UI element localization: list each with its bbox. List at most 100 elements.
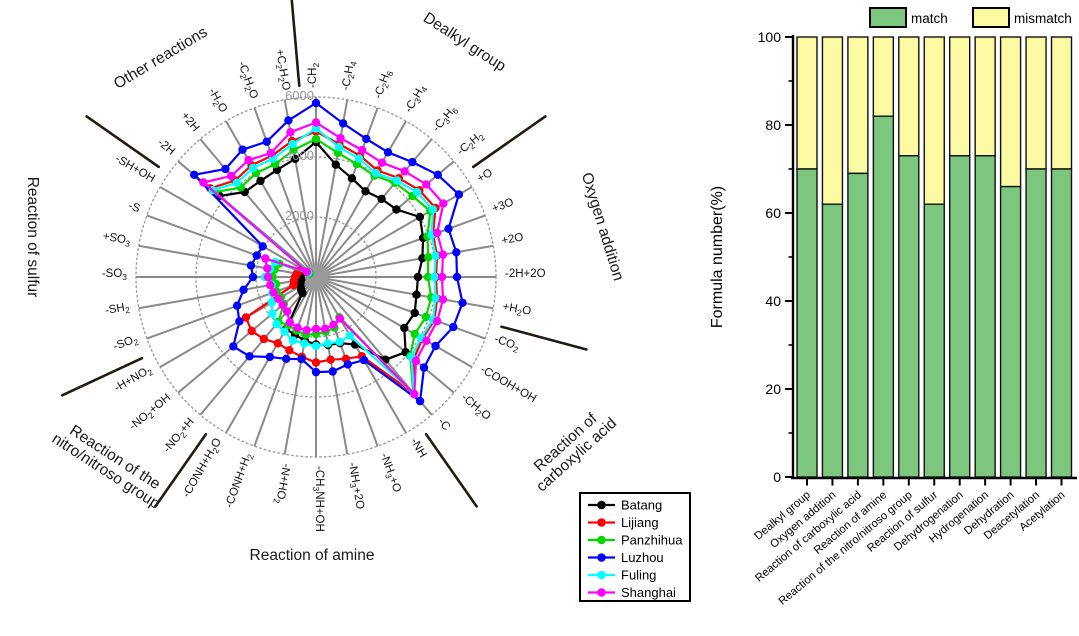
group-separator-line	[60, 356, 144, 397]
spoke-line	[283, 276, 317, 455]
marker	[256, 176, 265, 186]
marker	[326, 355, 335, 364]
marker	[311, 367, 321, 377]
axis-label-c: -C	[435, 416, 452, 433]
marker	[266, 148, 276, 158]
marker	[248, 163, 258, 173]
match-segment	[821, 203, 844, 478]
bar-legend-item-mismatch: mismatch	[972, 7, 1072, 28]
marker	[241, 313, 251, 322]
marker	[328, 367, 337, 376]
y-axis-title: Formula number(%)	[709, 186, 726, 328]
spoke-line	[315, 214, 486, 278]
radar-series-shanghai	[199, 118, 448, 399]
group-label-oxygen-addition: Oxygen addition	[578, 171, 627, 283]
axis-label-h2o: -H2O	[204, 86, 229, 115]
marker	[424, 253, 433, 262]
r-tick-label: 2000	[285, 208, 314, 223]
marker	[265, 352, 274, 362]
marker	[311, 134, 321, 144]
radar-r-tick-labels: 2000 4000 6000	[285, 88, 314, 223]
legend-label: match	[911, 11, 948, 26]
legend-marker	[597, 588, 606, 597]
marker	[422, 336, 431, 345]
axis-label-so3: -SO3	[102, 268, 127, 282]
spoke-line	[315, 160, 455, 278]
marker	[311, 118, 321, 127]
axis-label-coohoh: -COOH+OH	[478, 364, 538, 406]
marker	[430, 272, 439, 282]
spoke-line	[138, 244, 317, 278]
marker	[431, 251, 440, 261]
marker	[272, 319, 281, 329]
marker	[273, 339, 282, 348]
spoke-line	[315, 276, 473, 368]
marker	[263, 272, 273, 282]
radar-series-luzhou	[190, 98, 467, 406]
marker	[311, 358, 321, 367]
mismatch-segment	[1025, 36, 1047, 170]
bar-chart-panel: 0 20 40 60 80 100 Formula number(%) Dealkyl gro…	[700, 0, 1079, 636]
marker	[288, 336, 298, 345]
match-segment	[796, 168, 818, 478]
group-separator-line	[424, 432, 478, 508]
group-separator-line	[85, 115, 161, 169]
marker	[438, 250, 448, 259]
marker	[392, 205, 401, 214]
axis-label-nh3o: -NH3+O	[376, 452, 403, 495]
legend-item-fuling: Fuling	[588, 568, 656, 583]
spoke-line	[138, 276, 317, 310]
y-tick-label: 0	[773, 469, 781, 485]
marker	[371, 168, 381, 178]
group-label-reaction-of-amine: Reaction of amine	[250, 547, 375, 564]
marker	[438, 295, 448, 304]
marker	[410, 308, 419, 318]
marker	[454, 190, 464, 199]
r-tick-label: 4000	[285, 148, 314, 163]
marker	[297, 354, 306, 364]
marker	[452, 272, 462, 282]
legend-swatch	[869, 7, 907, 28]
marker	[421, 312, 431, 322]
marker	[331, 160, 340, 169]
marker	[282, 354, 291, 363]
marker	[232, 301, 242, 310]
axis-label-c3h4: -C3H4	[403, 83, 430, 116]
marker	[423, 272, 433, 282]
spoke-line	[146, 276, 317, 340]
radar-legend: Batang Lijiang Panzhihua Luzhou Fuling Shangh…	[579, 492, 691, 602]
axis-label-conhh2o: -CONH+H2O	[181, 436, 226, 500]
group-separator-line	[154, 432, 208, 508]
marker	[252, 251, 261, 260]
marker	[415, 396, 425, 406]
mismatch-segment	[923, 36, 945, 205]
legend-marker	[597, 553, 606, 562]
legend-label: Lijiang	[621, 515, 659, 530]
axis-label-c2h2o: +C2H2O	[271, 48, 292, 92]
marker	[362, 134, 371, 144]
marker	[359, 355, 369, 365]
marker	[229, 342, 238, 351]
marker	[410, 390, 419, 399]
marker	[284, 116, 293, 125]
marker	[335, 314, 345, 323]
axis-label-nho2: -N+HO2	[271, 462, 292, 505]
axis-label-2h2o: -2H+2O	[505, 268, 546, 280]
axis-label-c2h2o: -C2H2O	[234, 60, 260, 101]
legend-label: Batang	[621, 498, 662, 513]
spoke-line	[315, 244, 494, 278]
match-segment	[999, 185, 1022, 478]
marker	[343, 360, 352, 369]
axis-label-so3: +SO3	[101, 230, 131, 249]
legend-item-panzhihua: Panzhihua	[588, 533, 683, 548]
group-separator-line	[500, 325, 588, 351]
marker	[377, 158, 387, 167]
legend-marker	[597, 500, 606, 510]
marker	[437, 272, 447, 282]
legend-label: Fuling	[621, 568, 656, 583]
marker	[311, 98, 321, 108]
legend-item-batang: Batang	[588, 498, 662, 513]
match-segment	[1050, 168, 1073, 478]
marker	[199, 178, 208, 187]
